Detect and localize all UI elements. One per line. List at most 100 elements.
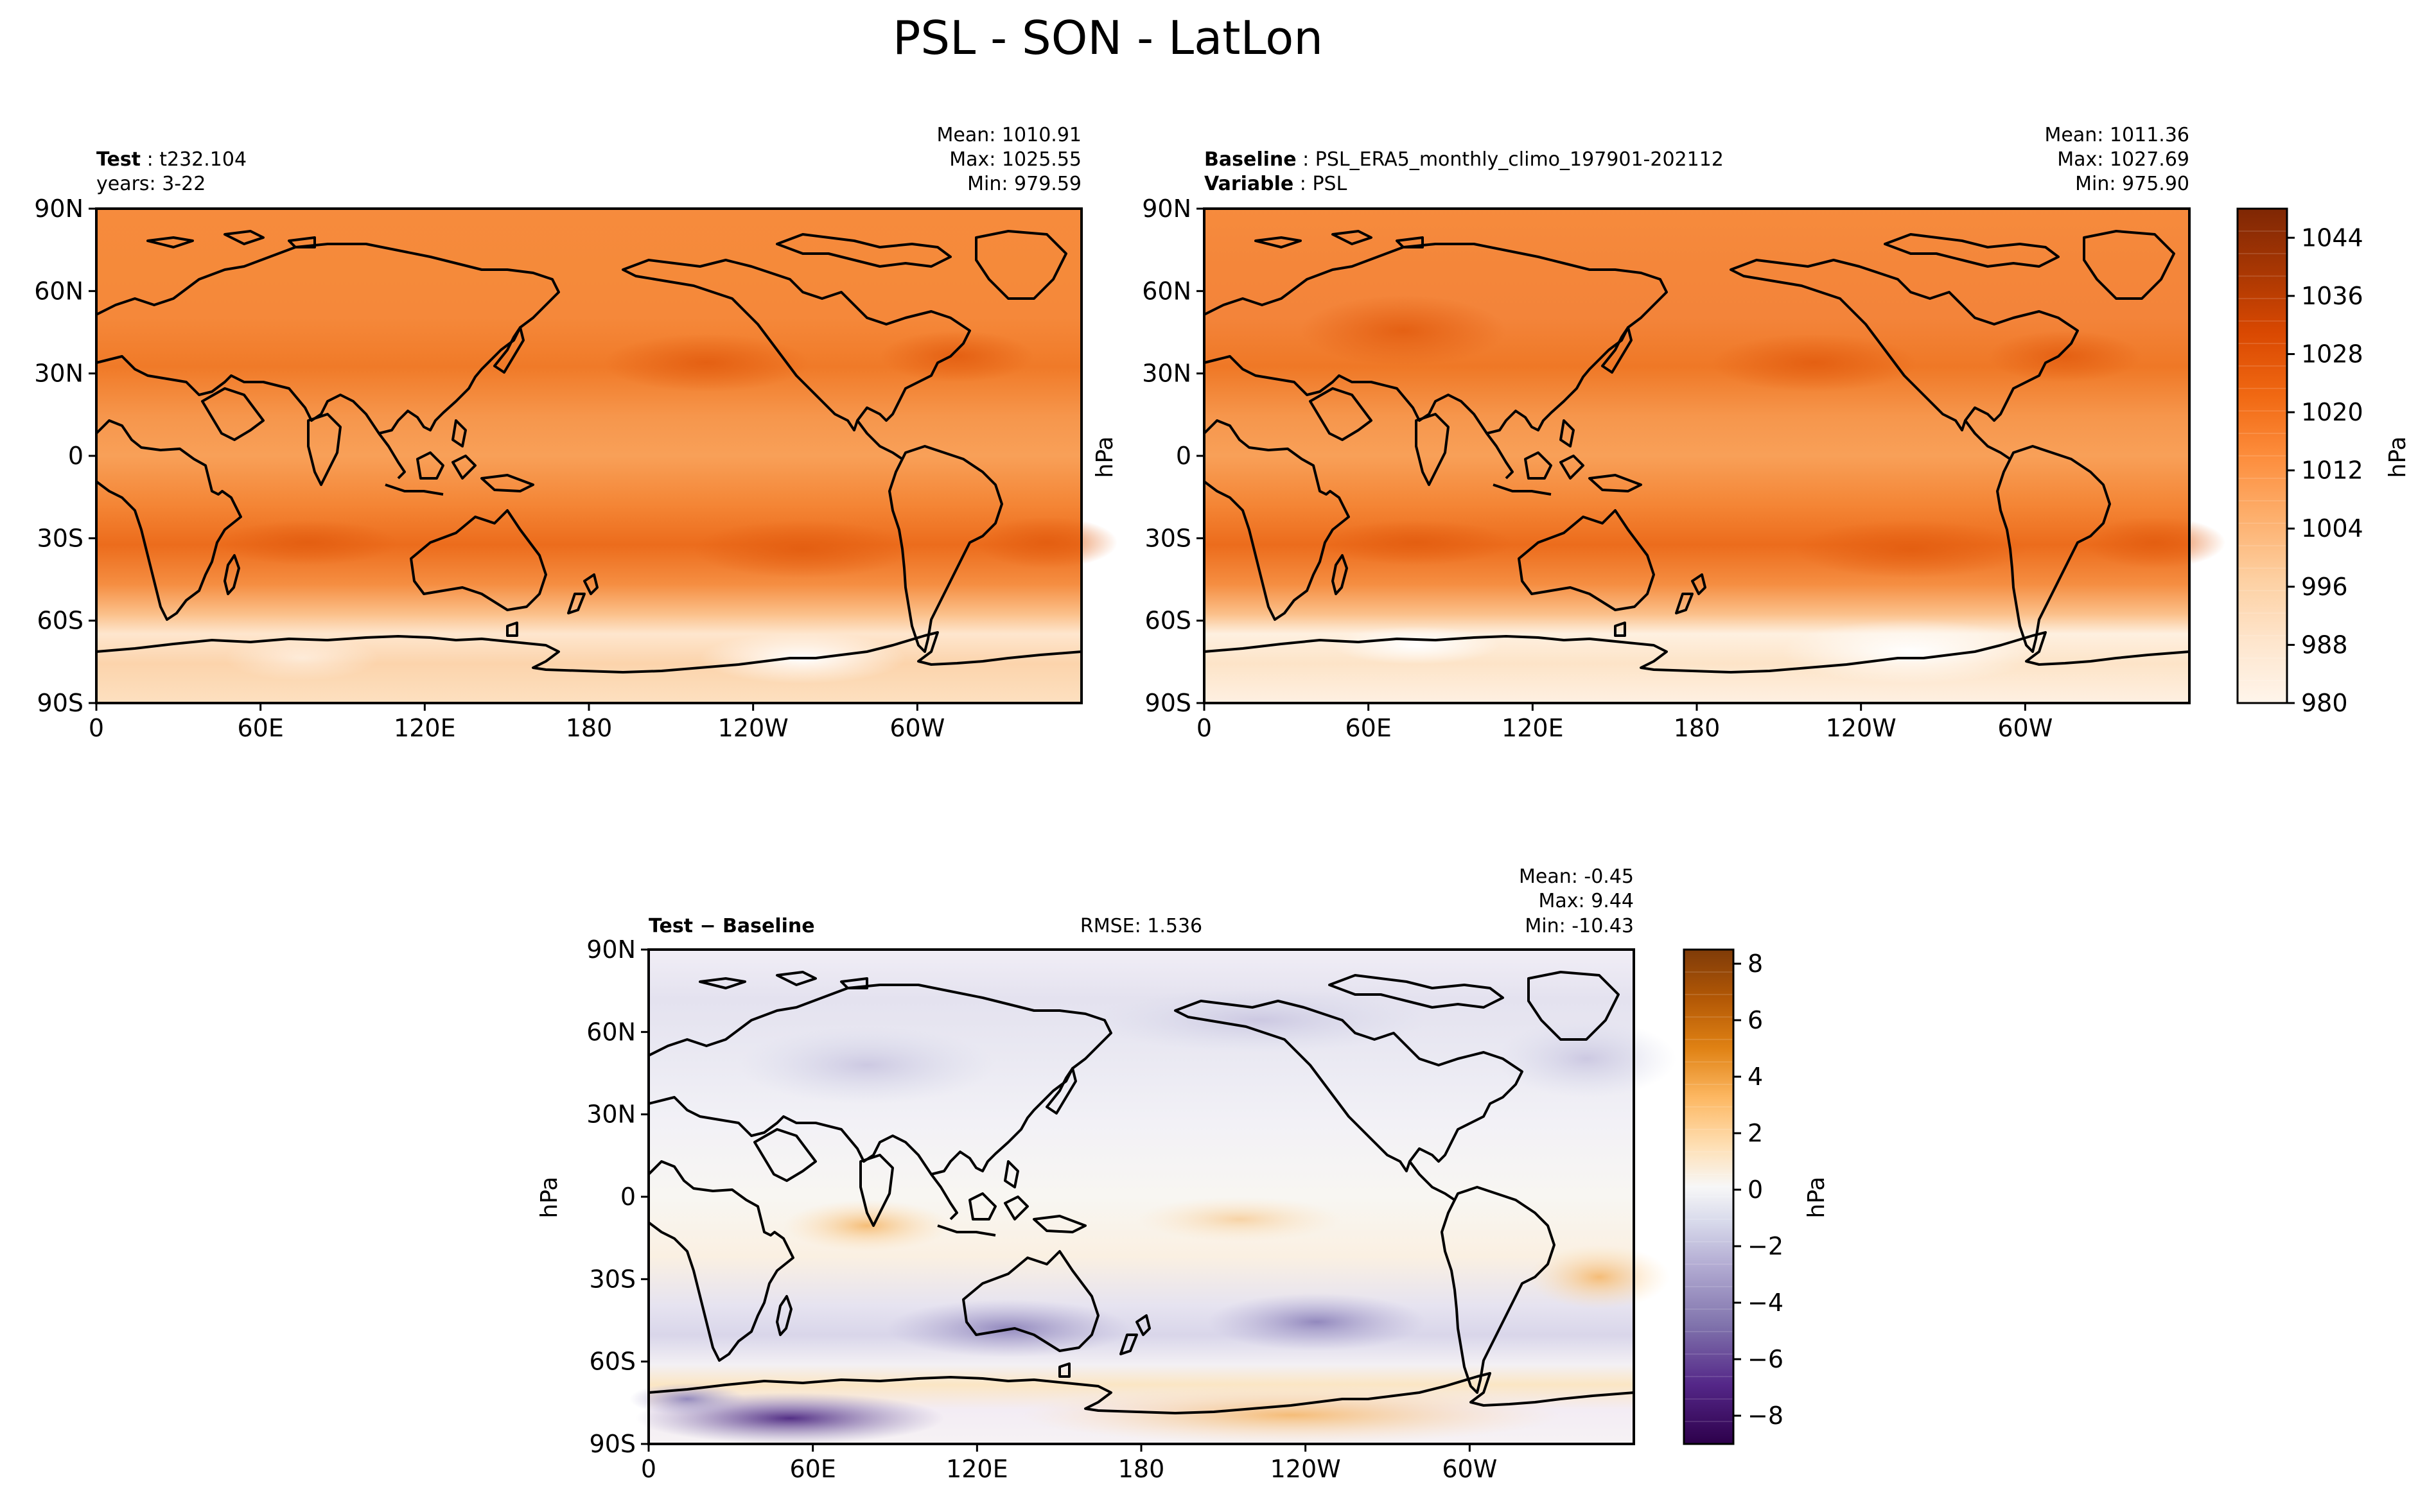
top-colorbar-tick-label: 1012	[2301, 456, 2363, 485]
test-high-pressure-pacific	[694, 520, 912, 578]
test-min: Min: 979.59	[967, 173, 1082, 195]
difference-ylabel: hPa	[536, 1177, 563, 1219]
test-map-panel	[95, 207, 1117, 704]
difference-panel-header: Test − Baseline RMSE: 1.536 Mean: -0.45 …	[649, 865, 1634, 937]
test-label-value: t232.104	[159, 148, 247, 171]
top-colorbar-frame	[2236, 207, 2288, 704]
difference-lat-tick-label: 0	[620, 1183, 636, 1211]
baseline-lat-tick-label: 30S	[1145, 524, 1191, 552]
baseline-high-pressure-natl	[1988, 331, 2142, 382]
top-colorbar-levels	[2238, 230, 2287, 681]
baseline-high-pressure-pacific	[1795, 520, 2026, 578]
diff-negative-antarctic-west	[629, 1383, 745, 1415]
baseline-lon-tick-label: 60W	[1997, 714, 2053, 742]
difference-colorbar-ramp	[1684, 950, 1733, 1444]
baseline-max: Max: 1027.69	[2057, 148, 2189, 171]
baseline-lat-tick-label: 60S	[1145, 607, 1191, 635]
difference-colorbar-tick-label: 0	[1748, 1176, 1763, 1204]
difference-colorbar-tick-label: 8	[1748, 950, 1763, 978]
baseline-panel-header: Baseline : PSL_ERA5_monthly_climo_197901…	[1204, 124, 2189, 195]
baseline-map-panel	[1203, 207, 2225, 704]
baseline-variable-bold: Variable	[1204, 173, 1293, 195]
test-label-bold: Test	[96, 148, 141, 171]
svg-text:Test : t232.104: Test : t232.104	[96, 148, 247, 171]
top-colorbar-ticks: 1044 1036 1028 1020 1012 1004 996 988 980	[2287, 223, 2363, 717]
baseline-lon-tick-label: 0	[1196, 714, 1212, 742]
diff-negative-north-atlantic	[1496, 1020, 1676, 1097]
difference-colorbar-ticks: 8 6 4 2 0 −2 −4 −6 −8	[1733, 950, 1783, 1430]
difference-map-panel	[629, 948, 1676, 1445]
baseline-high-pressure-indian	[1320, 520, 1512, 565]
baseline-lon-tick-label: 60E	[1345, 714, 1391, 742]
diff-positive-indian	[784, 1200, 951, 1251]
test-lon-tick-label: 120E	[394, 714, 456, 742]
baseline-lat-tick-label: 60N	[1142, 277, 1191, 305]
top-colorbar-tick-label: 1028	[2301, 340, 2363, 368]
difference-colorbar-tick-label: 4	[1748, 1063, 1763, 1091]
test-mean: Mean: 1010.91	[937, 124, 1082, 146]
top-colorbar-tick-label: 1036	[2301, 282, 2363, 310]
test-lon-tick-label: 60E	[237, 714, 283, 742]
baseline-lon-tick-label: 180	[1674, 714, 1721, 742]
difference-colorbar-tick-label: −4	[1748, 1289, 1783, 1317]
test-lat-tick-label: 90S	[37, 689, 83, 717]
baseline-lat-tick-label: 0	[1176, 442, 1191, 470]
diff-negative-south-pacific	[1207, 1293, 1426, 1351]
top-colorbar-tick-label: 980	[2301, 689, 2348, 717]
baseline-lat-tick-label: 30N	[1142, 360, 1191, 388]
difference-lon-tick-label: 60E	[789, 1455, 836, 1483]
test-high-pressure-atlantic	[976, 517, 1117, 568]
difference-lat-tick-label: 60N	[586, 1018, 636, 1046]
test-lon-tick-label: 60W	[889, 714, 945, 742]
difference-colorbar: 8 6 4 2 0 −2 −4 −6 −8 hPa	[1683, 948, 1830, 1445]
difference-colorbar-tick-label: −8	[1748, 1402, 1783, 1430]
difference-lat-tick-label: 30S	[590, 1265, 636, 1293]
test-lon-tick-label: 180	[566, 714, 613, 742]
test-field-background	[96, 209, 1082, 703]
test-lon-tick-label: 120W	[718, 714, 789, 742]
test-lat-tick-label: 90N	[34, 195, 83, 223]
difference-lat-tick-label: 30N	[586, 1100, 636, 1129]
top-colorbar-tick-label: 988	[2301, 630, 2348, 659]
diff-negative-north-pacific	[1092, 988, 1426, 1052]
baseline-high-pressure-atlantic	[2084, 517, 2225, 568]
test-years: years: 3-22	[96, 173, 206, 195]
test-lat-tick-label: 30N	[34, 360, 83, 388]
baseline-low-pressure-antarctic-2	[1333, 626, 1500, 665]
baseline-field-background	[1204, 209, 2189, 703]
difference-mean: Mean: -0.45	[1519, 865, 1634, 888]
top-colorbar: 1044 1036 1028 1020 1012 1004 996 988 980 hPa	[2236, 207, 2411, 717]
baseline-label-value: PSL_ERA5_monthly_climo_197901-202112	[1315, 148, 1724, 171]
baseline-lat-tick-label: 90N	[1142, 195, 1191, 223]
baseline-lat-tick-label: 90S	[1145, 689, 1191, 717]
difference-lat-tick-label: 60S	[590, 1348, 636, 1376]
difference-label: Test − Baseline	[649, 915, 815, 937]
test-lat-tick-label: 0	[68, 442, 83, 470]
test-lat-tick-label: 60S	[37, 607, 83, 635]
difference-lon-tick-label: 120E	[946, 1455, 1008, 1483]
difference-lon-tick-label: 120W	[1270, 1455, 1341, 1483]
baseline-low-pressure-antarctic	[1782, 620, 2039, 684]
top-colorbar-tick-label: 1004	[2301, 514, 2363, 543]
top-colorbar-tick-label: 996	[2301, 573, 2348, 601]
difference-lat-tick-label: 90N	[586, 935, 636, 964]
difference-colorbar-tick-label: 2	[1748, 1119, 1763, 1147]
diff-negative-eurasia	[739, 1027, 995, 1104]
difference-min: Min: -10.43	[1525, 915, 1634, 937]
difference-colorbar-unit: hPa	[1803, 1177, 1830, 1219]
difference-colorbar-levels	[1684, 971, 1733, 1422]
baseline-min: Min: 975.90	[2075, 173, 2189, 195]
difference-lon-tick-label: 60W	[1442, 1455, 1497, 1483]
difference-colorbar-tick-label: −6	[1748, 1345, 1783, 1373]
baseline-ylabel: hPa	[1092, 437, 1118, 478]
figure-title: PSL - SON - LatLon	[893, 11, 1323, 65]
difference-lon-tick-label: 0	[641, 1455, 656, 1483]
test-lat-tick-label: 60N	[34, 277, 83, 305]
difference-colorbar-tick-label: −2	[1748, 1232, 1783, 1260]
baseline-lon-tick-label: 120E	[1502, 714, 1564, 742]
diff-positive-east-pacific	[1137, 1197, 1342, 1242]
test-low-pressure-antarctic-2	[225, 636, 379, 681]
svg-text:Baseline : PSL_ERA5_monthly_cl: Baseline : PSL_ERA5_monthly_climo_197901…	[1204, 148, 1724, 171]
